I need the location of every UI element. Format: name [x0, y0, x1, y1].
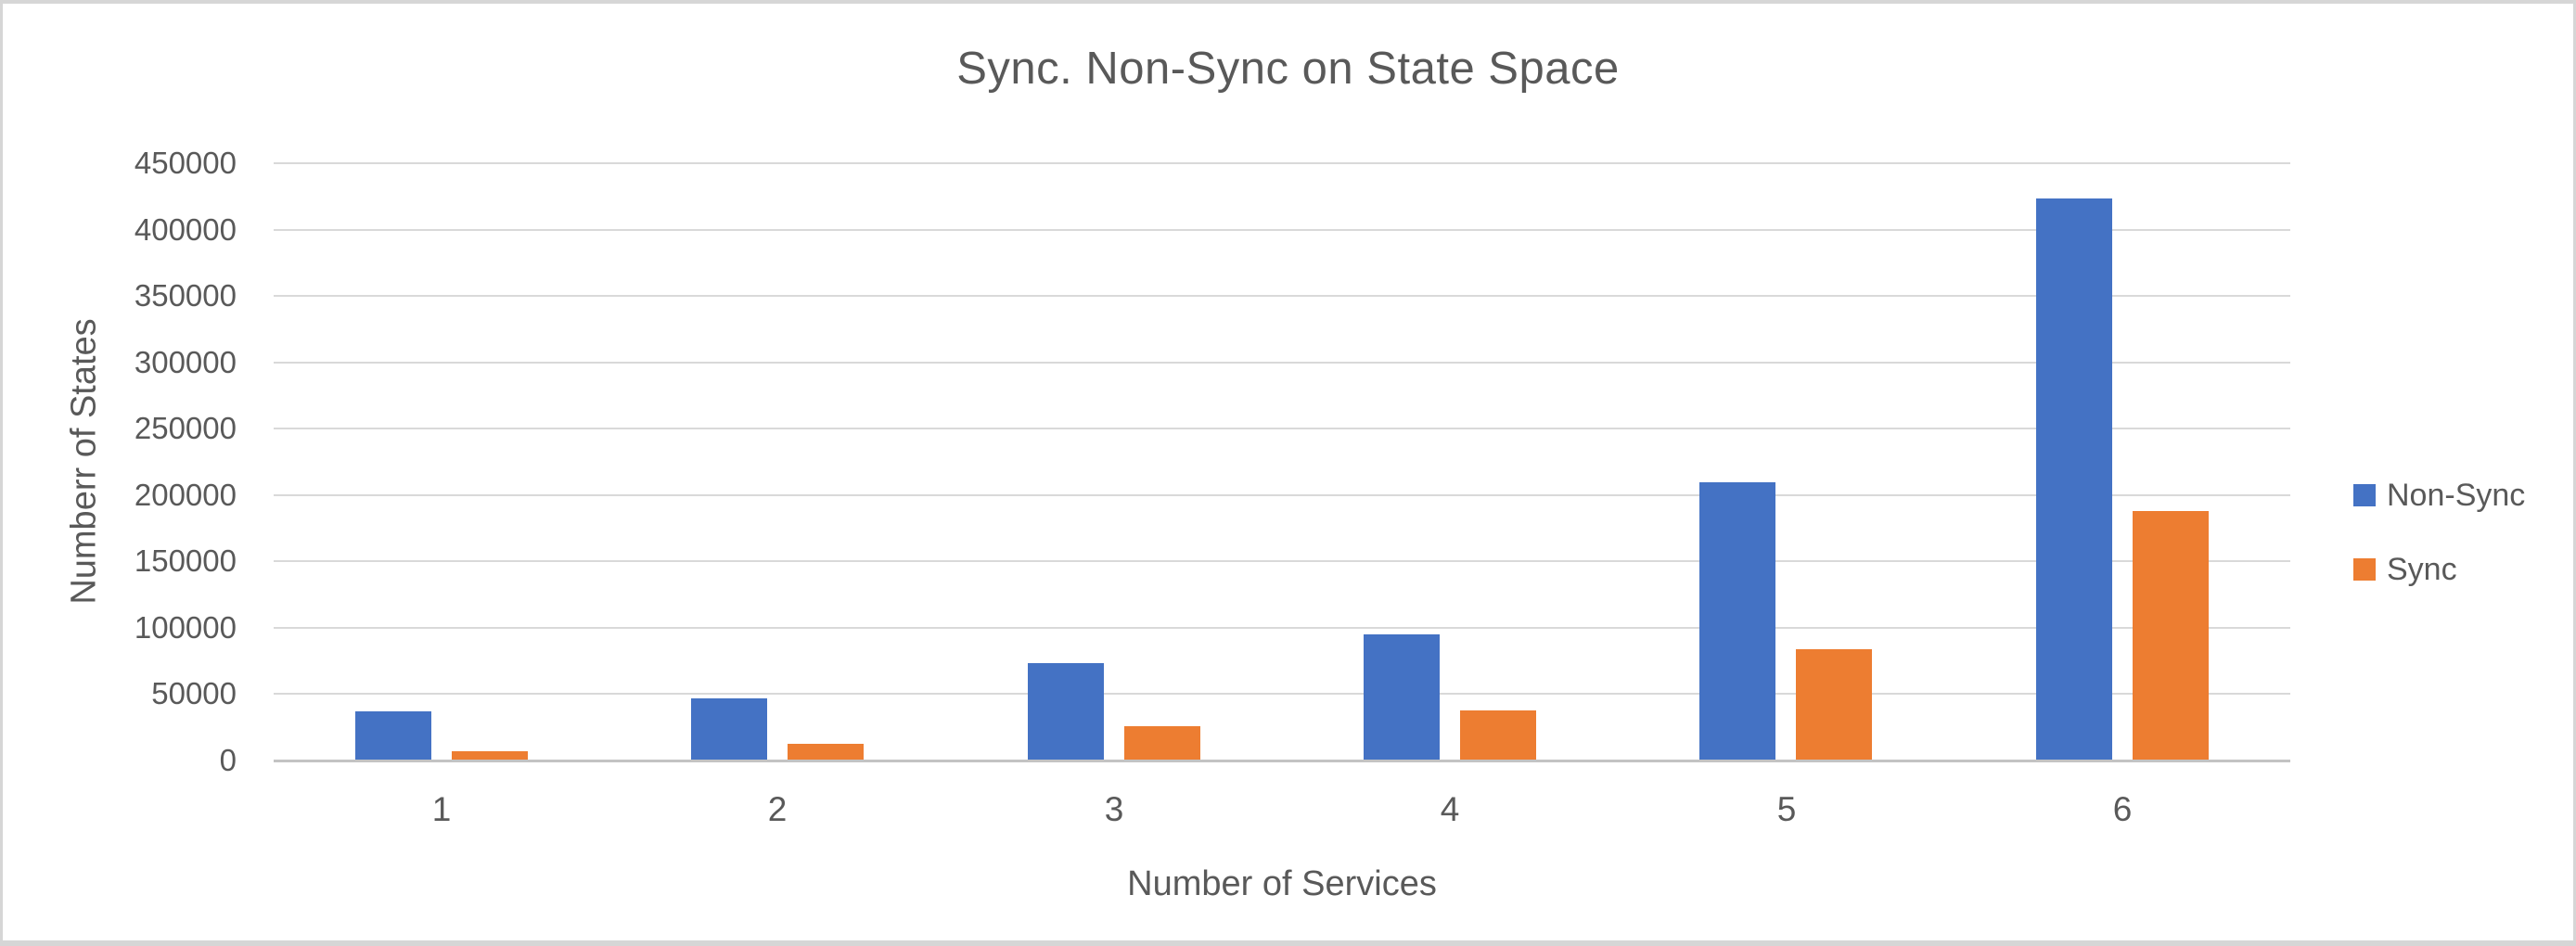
bar-non-sync-1 — [355, 711, 431, 760]
x-axis-line — [274, 760, 2290, 762]
bar-sync-1 — [452, 751, 528, 760]
y-tick-label-350000: 350000 — [134, 278, 237, 313]
gridline-200000 — [274, 494, 2290, 496]
gridline-400000 — [274, 229, 2290, 231]
x-tick-label-4: 4 — [1440, 790, 1460, 828]
x-tick-label-3: 3 — [1104, 790, 1124, 828]
x-tick-label-2: 2 — [767, 790, 788, 828]
bar-non-sync-4 — [1364, 634, 1440, 760]
legend-label: Non-Sync — [2387, 477, 2526, 513]
gridline-100000 — [274, 627, 2290, 629]
gridline-350000 — [274, 295, 2290, 297]
y-tick-label-250000: 250000 — [134, 411, 237, 445]
legend-item-non-sync: Non-Sync — [2353, 473, 2525, 518]
y-tick-label-100000: 100000 — [134, 610, 237, 645]
bar-sync-6 — [2133, 511, 2209, 760]
bar-sync-4 — [1460, 710, 1536, 760]
y-tick-label-450000: 450000 — [134, 146, 237, 180]
legend-label: Sync — [2387, 551, 2457, 587]
x-tick-label-5: 5 — [1776, 790, 1797, 828]
bar-sync-2 — [788, 744, 864, 760]
gridline-250000 — [274, 428, 2290, 429]
y-tick-label-400000: 400000 — [134, 212, 237, 247]
bar-sync-3 — [1124, 726, 1200, 760]
legend-item-sync: Sync — [2353, 547, 2457, 592]
y-tick-label-0: 0 — [219, 743, 237, 777]
plot-area — [274, 162, 2290, 760]
y-tick-label-150000: 150000 — [134, 543, 237, 578]
bar-non-sync-6 — [2036, 198, 2112, 760]
bar-sync-5 — [1796, 649, 1872, 760]
bar-non-sync-3 — [1028, 663, 1104, 760]
legend-swatch — [2353, 558, 2376, 581]
x-tick-label-1: 1 — [431, 790, 452, 828]
legend-swatch — [2353, 484, 2376, 506]
gridline-50000 — [274, 693, 2290, 695]
gridline-150000 — [274, 560, 2290, 562]
x-axis-title: Number of Services — [1127, 864, 1437, 903]
y-tick-label-50000: 50000 — [151, 676, 237, 710]
x-tick-label-6: 6 — [2112, 790, 2133, 828]
bar-non-sync-2 — [691, 698, 767, 760]
y-axis-title-box: Numberr of States — [57, 162, 112, 760]
y-tick-label-200000: 200000 — [134, 478, 237, 512]
y-tick-label-300000: 300000 — [134, 345, 237, 379]
bar-non-sync-5 — [1699, 482, 1775, 760]
gridline-300000 — [274, 362, 2290, 364]
chart-title: Sync. Non-Sync on State Space — [956, 44, 1620, 94]
gridline-450000 — [274, 162, 2290, 164]
